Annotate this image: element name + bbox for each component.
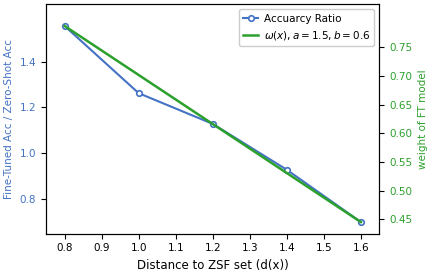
$\omega(x), a = 1.5, b = 0.6$ <box>121 63 127 67</box>
Line: $\omega(x), a = 1.5, b = 0.6$: $\omega(x), a = 1.5, b = 0.6$ <box>65 26 361 222</box>
$\omega(x), a = 1.5, b = 0.6$ <box>358 221 363 224</box>
$\omega(x), a = 1.5, b = 0.6$ <box>343 211 349 214</box>
$\omega(x), a = 1.5, b = 0.6$ <box>195 113 200 116</box>
$\omega(x), a = 1.5, b = 0.6$ <box>299 181 304 185</box>
$\omega(x), a = 1.5, b = 0.6$ <box>106 54 111 57</box>
Accuarcy Ratio <box>284 168 289 171</box>
$\omega(x), a = 1.5, b = 0.6$ <box>270 161 275 165</box>
Line: Accuarcy Ratio: Accuarcy Ratio <box>62 23 364 225</box>
$\omega(x), a = 1.5, b = 0.6$ <box>306 186 311 189</box>
Accuarcy Ratio <box>358 221 363 224</box>
$\omega(x), a = 1.5, b = 0.6$ <box>262 157 267 160</box>
$\omega(x), a = 1.5, b = 0.6$ <box>62 24 67 28</box>
Legend: Accuarcy Ratio, $\omega(x), a = 1.5, b = 0.6$: Accuarcy Ratio, $\omega(x), a = 1.5, b =… <box>239 9 374 46</box>
$\omega(x), a = 1.5, b = 0.6$ <box>225 132 230 136</box>
$\omega(x), a = 1.5, b = 0.6$ <box>329 201 334 204</box>
$\omega(x), a = 1.5, b = 0.6$ <box>70 29 75 33</box>
$\omega(x), a = 1.5, b = 0.6$ <box>351 216 356 219</box>
$\omega(x), a = 1.5, b = 0.6$ <box>203 118 208 121</box>
$\omega(x), a = 1.5, b = 0.6$ <box>314 191 319 194</box>
Y-axis label: Fine-Tuned Acc / Zero-Shot Acc: Fine-Tuned Acc / Zero-Shot Acc <box>4 39 14 199</box>
Accuarcy Ratio <box>210 122 215 126</box>
Accuarcy Ratio <box>136 92 141 95</box>
$\omega(x), a = 1.5, b = 0.6$ <box>114 59 119 62</box>
$\omega(x), a = 1.5, b = 0.6$ <box>92 44 97 47</box>
Accuarcy Ratio <box>62 24 67 28</box>
$\omega(x), a = 1.5, b = 0.6$ <box>240 142 245 145</box>
X-axis label: Distance to ZSF set (d(x)): Distance to ZSF set (d(x)) <box>137 259 289 272</box>
$\omega(x), a = 1.5, b = 0.6$ <box>210 122 215 126</box>
$\omega(x), a = 1.5, b = 0.6$ <box>254 152 260 155</box>
$\omega(x), a = 1.5, b = 0.6$ <box>284 171 289 175</box>
$\omega(x), a = 1.5, b = 0.6$ <box>218 127 223 131</box>
$\omega(x), a = 1.5, b = 0.6$ <box>158 88 163 91</box>
$\omega(x), a = 1.5, b = 0.6$ <box>181 103 186 106</box>
$\omega(x), a = 1.5, b = 0.6$ <box>129 68 134 72</box>
$\omega(x), a = 1.5, b = 0.6$ <box>136 73 141 77</box>
$\omega(x), a = 1.5, b = 0.6$ <box>99 49 104 52</box>
Y-axis label: weight of FT model: weight of FT model <box>418 69 428 169</box>
$\omega(x), a = 1.5, b = 0.6$ <box>77 34 82 38</box>
$\omega(x), a = 1.5, b = 0.6$ <box>277 166 282 170</box>
$\omega(x), a = 1.5, b = 0.6$ <box>173 98 178 101</box>
$\omega(x), a = 1.5, b = 0.6$ <box>336 206 341 209</box>
$\omega(x), a = 1.5, b = 0.6$ <box>232 137 238 140</box>
$\omega(x), a = 1.5, b = 0.6$ <box>188 108 193 111</box>
$\omega(x), a = 1.5, b = 0.6$ <box>143 78 149 81</box>
$\omega(x), a = 1.5, b = 0.6$ <box>84 39 89 42</box>
$\omega(x), a = 1.5, b = 0.6$ <box>247 147 252 150</box>
$\omega(x), a = 1.5, b = 0.6$ <box>292 176 297 180</box>
$\omega(x), a = 1.5, b = 0.6$ <box>166 93 171 96</box>
$\omega(x), a = 1.5, b = 0.6$ <box>321 196 327 199</box>
$\omega(x), a = 1.5, b = 0.6$ <box>151 83 156 86</box>
